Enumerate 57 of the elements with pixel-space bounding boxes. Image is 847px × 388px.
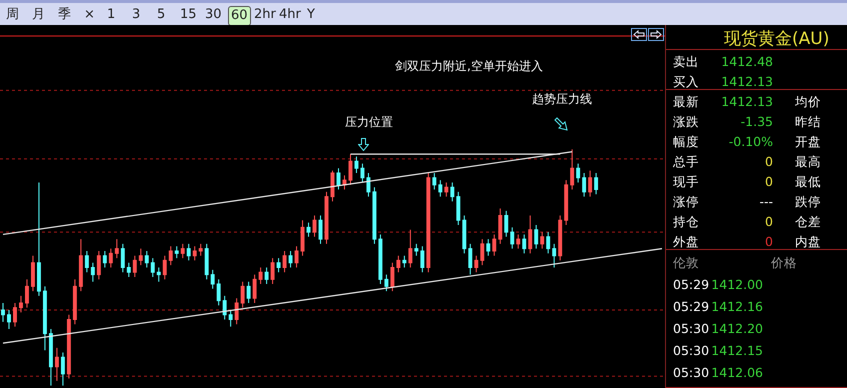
- text: 压力位置: [345, 115, 393, 129]
- text: 30: [204, 6, 223, 24]
- text: 内盘: [795, 234, 821, 250]
- text: 1412.00: [711, 277, 763, 293]
- text: 60: [228, 6, 251, 26]
- text: Y: [306, 6, 316, 24]
- text: 周: [5, 6, 20, 24]
- text: 幅度: [673, 134, 699, 150]
- text: 卖出: [673, 54, 699, 70]
- text: 05:30: [673, 343, 710, 359]
- text: 最高: [795, 154, 821, 170]
- text: 2hr: [253, 6, 277, 24]
- text: 0: [765, 214, 773, 230]
- text: 昨结: [795, 114, 821, 130]
- text: 0: [765, 154, 773, 170]
- text: 月: [31, 6, 46, 24]
- text: 外盘: [673, 234, 699, 250]
- text: 开盘: [795, 134, 821, 150]
- text: 现货黄金(AU): [724, 29, 830, 49]
- text: 跌停: [795, 194, 821, 210]
- text: -1.35: [740, 114, 773, 130]
- text: 涨停: [673, 194, 699, 210]
- text: 最低: [795, 174, 821, 190]
- text: 5: [156, 6, 166, 24]
- text: 1412.06: [711, 365, 763, 381]
- text: 趋势压力线: [532, 92, 592, 106]
- text: 05:30: [673, 365, 710, 381]
- text: 现手: [673, 174, 699, 190]
- text: 05:29: [673, 299, 710, 315]
- text: 3: [131, 6, 142, 24]
- text: 涨跌: [673, 114, 699, 130]
- text: -0.10%: [728, 134, 773, 150]
- text: 季: [57, 6, 72, 24]
- text: 1412.13: [721, 74, 773, 90]
- text: 持仓: [673, 214, 699, 230]
- text: 剑双压力附近,空单开始进入: [395, 59, 543, 73]
- text: 价格: [771, 255, 797, 271]
- text: 总手: [673, 154, 699, 170]
- text: 伦敦: [673, 255, 699, 271]
- text: 买入: [673, 74, 699, 90]
- text: 05:29: [673, 277, 710, 293]
- text: 1412.48: [721, 54, 773, 70]
- text: 1412.13: [721, 94, 773, 110]
- text: ×: [83, 6, 96, 24]
- text: 0: [765, 174, 773, 190]
- text: 1412.20: [711, 321, 763, 337]
- text: 最新: [673, 94, 699, 110]
- text: 15: [179, 6, 198, 24]
- text: 均价: [795, 94, 821, 110]
- text: ---: [759, 194, 773, 210]
- text: 1412.16: [711, 299, 763, 315]
- text: 0: [765, 234, 773, 250]
- text: 1412.15: [711, 343, 763, 359]
- text: 4hr: [278, 6, 302, 24]
- text: 仓差: [795, 214, 821, 230]
- text: 1: [106, 6, 116, 24]
- text: 05:30: [673, 321, 710, 337]
